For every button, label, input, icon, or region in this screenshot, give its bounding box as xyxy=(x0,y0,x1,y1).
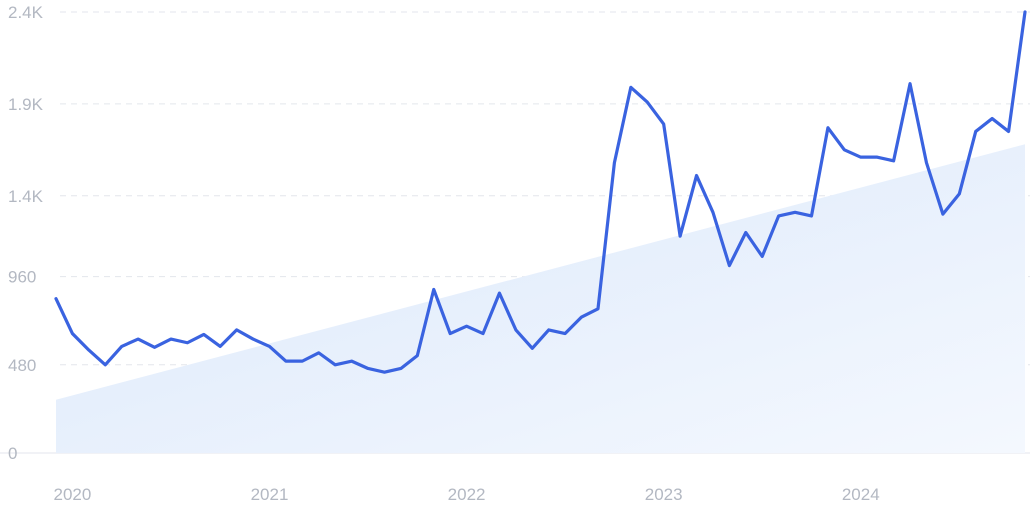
data-point xyxy=(940,211,946,217)
line-layer xyxy=(53,9,1028,375)
y-tick-label: 2.4K xyxy=(8,3,44,22)
data-point xyxy=(1022,9,1028,15)
data-point xyxy=(381,369,387,375)
data-point xyxy=(135,336,141,342)
y-tick-label: 1.4K xyxy=(8,187,44,206)
x-tick-label: 2023 xyxy=(645,485,683,504)
data-point xyxy=(431,286,437,292)
y-tick-label: 1.9K xyxy=(8,95,44,114)
data-point xyxy=(661,121,667,127)
data-point xyxy=(694,173,700,179)
data-point xyxy=(480,331,486,337)
x-axis-labels: 2020 2021 2022 2023 2024 xyxy=(54,485,880,504)
data-point xyxy=(579,314,585,320)
data-point xyxy=(152,344,158,350)
data-point xyxy=(69,331,75,337)
y-tick-label: 0 xyxy=(8,444,17,463)
x-tick-label: 2020 xyxy=(54,485,92,504)
trend-layer xyxy=(56,144,1025,454)
data-point xyxy=(628,84,634,90)
data-point xyxy=(792,209,798,215)
data-point xyxy=(513,327,519,333)
data-point xyxy=(414,353,420,359)
data-point xyxy=(710,209,716,215)
data-point xyxy=(743,230,749,236)
y-axis-labels: 0 480 960 1.4K 1.9K 2.4K xyxy=(8,3,44,463)
data-point xyxy=(102,362,108,368)
data-point xyxy=(891,158,897,164)
data-point xyxy=(562,331,568,337)
data-point xyxy=(496,290,502,296)
data-point xyxy=(956,191,962,197)
data-point xyxy=(119,343,125,349)
x-tick-label: 2021 xyxy=(251,485,289,504)
data-point xyxy=(808,213,814,219)
data-point xyxy=(217,343,223,349)
data-point xyxy=(726,263,732,269)
data-point xyxy=(283,358,289,364)
data-point xyxy=(1006,128,1012,134)
data-point xyxy=(349,358,355,364)
data-point xyxy=(184,340,190,346)
data-point xyxy=(546,327,552,333)
data-point xyxy=(776,213,782,219)
data-point xyxy=(168,336,174,342)
series-line xyxy=(54,10,1027,374)
data-point xyxy=(677,233,683,239)
x-tick-label: 2022 xyxy=(448,485,486,504)
data-point xyxy=(234,327,240,333)
y-tick-label: 960 xyxy=(8,268,36,287)
data-point xyxy=(464,323,470,329)
data-point xyxy=(332,362,338,368)
data-point xyxy=(201,331,207,337)
data-point xyxy=(923,160,929,166)
data-point xyxy=(250,336,256,342)
data-point xyxy=(825,125,831,131)
data-point xyxy=(529,345,535,351)
data-point xyxy=(611,160,617,166)
x-tick-label: 2024 xyxy=(842,485,880,504)
data-point xyxy=(267,343,273,349)
data-point xyxy=(299,358,305,364)
data-point xyxy=(447,331,453,337)
data-point xyxy=(759,253,765,259)
data-point xyxy=(841,147,847,153)
data-point xyxy=(53,296,59,302)
data-point xyxy=(858,154,864,160)
data-point xyxy=(907,81,913,87)
data-point xyxy=(316,350,322,356)
data-point xyxy=(365,365,371,371)
data-point xyxy=(398,365,404,371)
data-point xyxy=(973,128,979,134)
data-point xyxy=(874,154,880,160)
data-point xyxy=(989,116,995,122)
y-tick-label: 480 xyxy=(8,356,36,375)
data-point xyxy=(644,99,650,105)
data-point xyxy=(86,347,92,353)
trend-area xyxy=(56,144,1025,454)
data-point xyxy=(595,306,601,312)
